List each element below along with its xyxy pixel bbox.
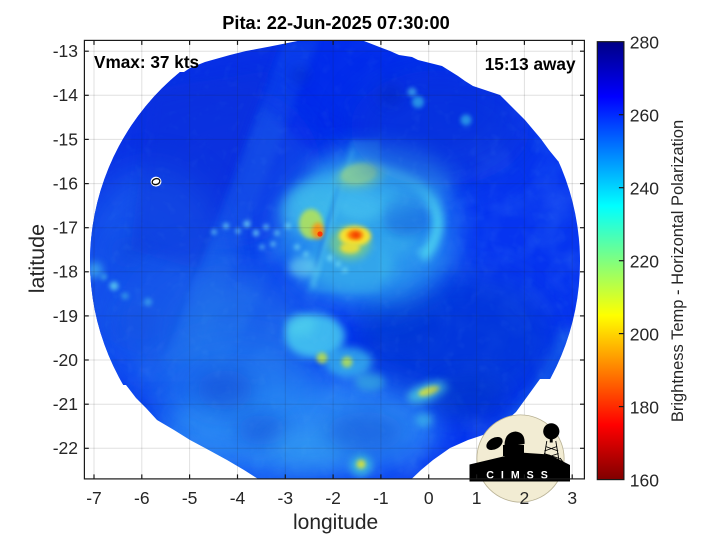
svg-text:220: 220 — [630, 252, 659, 272]
svg-text:-21: -21 — [53, 394, 78, 414]
svg-text:latitude: latitude — [25, 224, 49, 293]
svg-text:15:13 away: 15:13 away — [485, 54, 576, 74]
svg-text:280: 280 — [630, 33, 659, 53]
svg-text:-14: -14 — [53, 85, 79, 105]
svg-text:-22: -22 — [53, 438, 78, 458]
svg-text:0: 0 — [424, 488, 434, 508]
svg-text:180: 180 — [630, 398, 659, 418]
svg-text:-18: -18 — [53, 262, 78, 282]
svg-text:-19: -19 — [53, 306, 78, 326]
svg-text:160: 160 — [630, 471, 659, 491]
svg-text:-17: -17 — [53, 218, 78, 238]
svg-text:-7: -7 — [86, 488, 102, 508]
svg-text:Pita: 22-Jun-2025 07:30:00: Pita: 22-Jun-2025 07:30:00 — [222, 13, 449, 33]
svg-text:-1: -1 — [373, 488, 389, 508]
svg-text:Brightness Temp - Horizontal P: Brightness Temp - Horizontal Polarizatio… — [669, 120, 687, 422]
svg-text:-2: -2 — [325, 488, 341, 508]
svg-text:-16: -16 — [53, 174, 78, 194]
svg-text:-4: -4 — [230, 488, 246, 508]
svg-text:3: 3 — [567, 488, 577, 508]
svg-text:200: 200 — [630, 325, 659, 345]
svg-text:-5: -5 — [182, 488, 198, 508]
svg-text:260: 260 — [630, 106, 659, 126]
svg-text:Vmax: 37 kts: Vmax: 37 kts — [94, 52, 199, 72]
svg-text:-3: -3 — [278, 488, 294, 508]
svg-text:2: 2 — [520, 488, 530, 508]
svg-text:longitude: longitude — [293, 511, 378, 534]
svg-text:-15: -15 — [53, 129, 78, 149]
svg-text:-20: -20 — [53, 350, 79, 370]
svg-text:1: 1 — [472, 488, 482, 508]
svg-text:-13: -13 — [53, 41, 78, 61]
svg-text:-6: -6 — [134, 488, 150, 508]
svg-text:240: 240 — [630, 179, 659, 199]
